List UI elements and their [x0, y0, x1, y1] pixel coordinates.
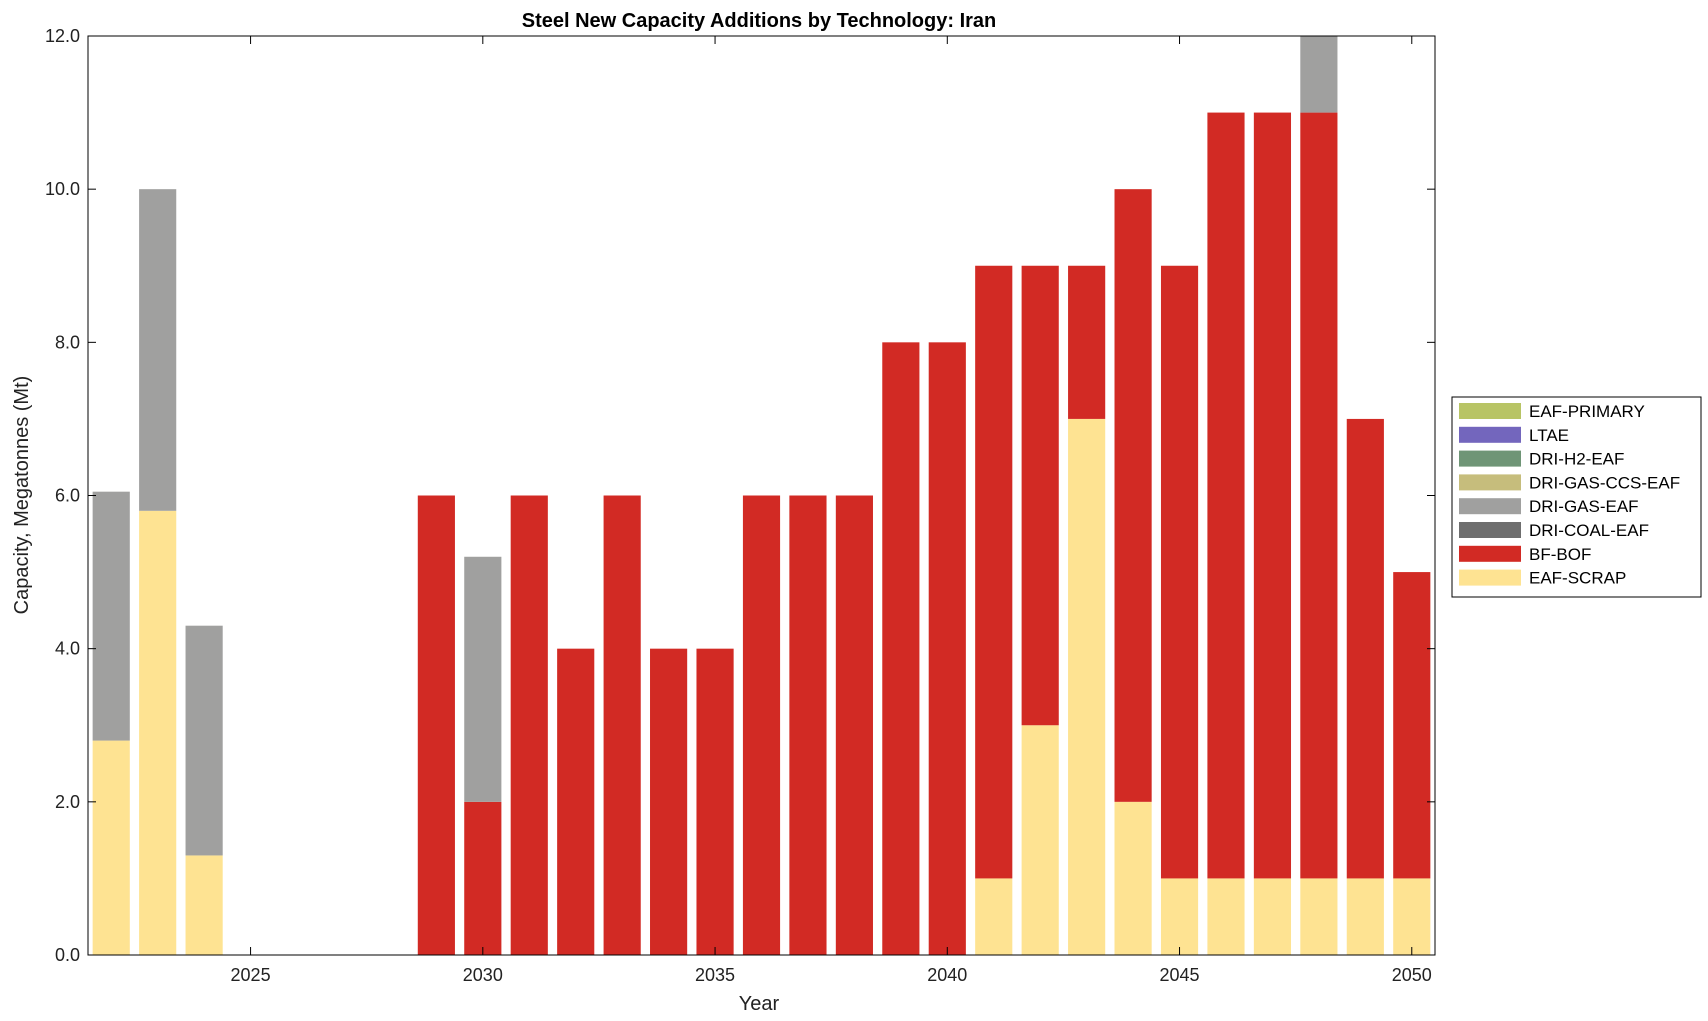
legend-label-dri-h2-eaf: DRI-H2-EAF [1529, 450, 1624, 469]
legend-label-bf-bof: BF-BOF [1529, 545, 1591, 564]
bar-2048-dri-gas-eaf [1300, 36, 1338, 113]
legend-swatch-ltae [1459, 426, 1521, 443]
bar-2047-bf-bof [1253, 112, 1292, 879]
y-tick-label: 2.0 [55, 792, 80, 812]
legend-label-eaf-scrap: EAF-SCRAP [1529, 569, 1626, 588]
bar-2043-bf-bof [1068, 265, 1106, 419]
bar-2024-eaf-scrap [185, 855, 223, 955]
bar-2050-eaf-scrap [1393, 878, 1431, 955]
bar-2045-bf-bof [1160, 265, 1199, 879]
bar-2023-eaf-scrap [139, 510, 177, 955]
y-axis-label: Capacity, Megatonnes (Mt) [11, 376, 33, 615]
x-tick-label: 2025 [231, 965, 271, 985]
bar-2031-bf-bof [510, 495, 548, 955]
bar-2049-bf-bof [1346, 418, 1384, 879]
legend-label-ltae: LTAE [1529, 426, 1569, 445]
bar-2044-eaf-scrap [1114, 801, 1152, 955]
bar-2045-eaf-scrap [1160, 878, 1199, 955]
bar-2038-bf-bof [835, 495, 873, 955]
bar-2041-bf-bof [975, 265, 1013, 879]
bar-2037-bf-bof [789, 495, 827, 955]
x-tick-label: 2030 [463, 965, 503, 985]
bar-2040-bf-bof [928, 342, 966, 955]
x-tick-label: 2050 [1392, 965, 1432, 985]
legend-label-dri-gas-ccs-eaf: DRI-GAS-CCS-EAF [1529, 473, 1680, 492]
y-tick-label: 0.0 [55, 945, 80, 965]
bar-2024-dri-gas-eaf [185, 625, 223, 856]
legend-swatch-eaf-primary [1459, 403, 1521, 419]
bar-2047-eaf-scrap [1253, 878, 1292, 955]
bar-2032-bf-bof [557, 648, 595, 955]
legend-swatch-dri-gas-ccs-eaf [1459, 474, 1521, 491]
bar-2042-eaf-scrap [1021, 725, 1059, 955]
bar-2029-bf-bof [417, 495, 455, 955]
bar-2041-eaf-scrap [975, 878, 1013, 955]
legend-label-eaf-primary: EAF-PRIMARY [1529, 402, 1645, 421]
legend-swatch-dri-gas-eaf [1459, 498, 1521, 515]
bar-2048-eaf-scrap [1300, 878, 1338, 955]
legend: EAF-PRIMARY LTAE DRI-H2-EAF DRI-GAS-CCS-EAF… [1451, 396, 1702, 598]
y-tick-label: 4.0 [55, 639, 80, 659]
bar-2030-dri-gas-eaf [464, 556, 502, 802]
x-tick-label: 2040 [927, 965, 967, 985]
legend-swatch-bf-bof [1459, 545, 1521, 562]
bar-2048-bf-bof [1300, 112, 1338, 879]
bar-2023-dri-gas-eaf [139, 189, 177, 511]
bar-2022-dri-gas-eaf [92, 491, 130, 741]
bar-2035-bf-bof [696, 648, 734, 955]
bar-2022-eaf-scrap [92, 740, 130, 955]
legend-swatch-eaf-scrap [1459, 569, 1521, 586]
legend-label-dri-gas-eaf: DRI-GAS-EAF [1529, 497, 1639, 516]
bar-2043-eaf-scrap [1068, 418, 1106, 955]
bar-2042-bf-bof [1021, 265, 1059, 726]
x-tick-label: 2045 [1160, 965, 1200, 985]
bar-2050-bf-bof [1393, 572, 1431, 879]
bar-2036-bf-bof [742, 495, 781, 955]
y-tick-label: 12.0 [45, 26, 80, 46]
bar-2046-bf-bof [1207, 112, 1245, 879]
legend-swatch-dri-coal-eaf [1459, 522, 1521, 538]
bar-2033-bf-bof [603, 495, 641, 955]
y-tick-label: 10.0 [45, 179, 80, 199]
bar-2049-eaf-scrap [1346, 878, 1384, 955]
axes-group: 0.0 2.0 4.0 6.0 8.0 10.0 12.0 2025 2030 2035 2040 2… [45, 26, 1435, 985]
bars-group [92, 36, 1431, 955]
x-tick-label: 2035 [695, 965, 735, 985]
legend-swatch-dri-h2-eaf [1459, 450, 1521, 467]
y-tick-label: 8.0 [55, 332, 80, 352]
chart-title: Steel New Capacity Additions by Technolo… [522, 10, 997, 32]
y-tick-label: 6.0 [55, 486, 80, 506]
bar-2039-bf-bof [882, 342, 920, 955]
x-axis-label: Year [739, 993, 780, 1015]
bar-2046-eaf-scrap [1207, 878, 1245, 955]
bar-2034-bf-bof [650, 648, 688, 955]
bar-2044-bf-bof [1114, 189, 1152, 802]
legend-label-dri-coal-eaf: DRI-COAL-EAF [1529, 521, 1649, 540]
bar-2030-bf-bof [464, 801, 502, 955]
